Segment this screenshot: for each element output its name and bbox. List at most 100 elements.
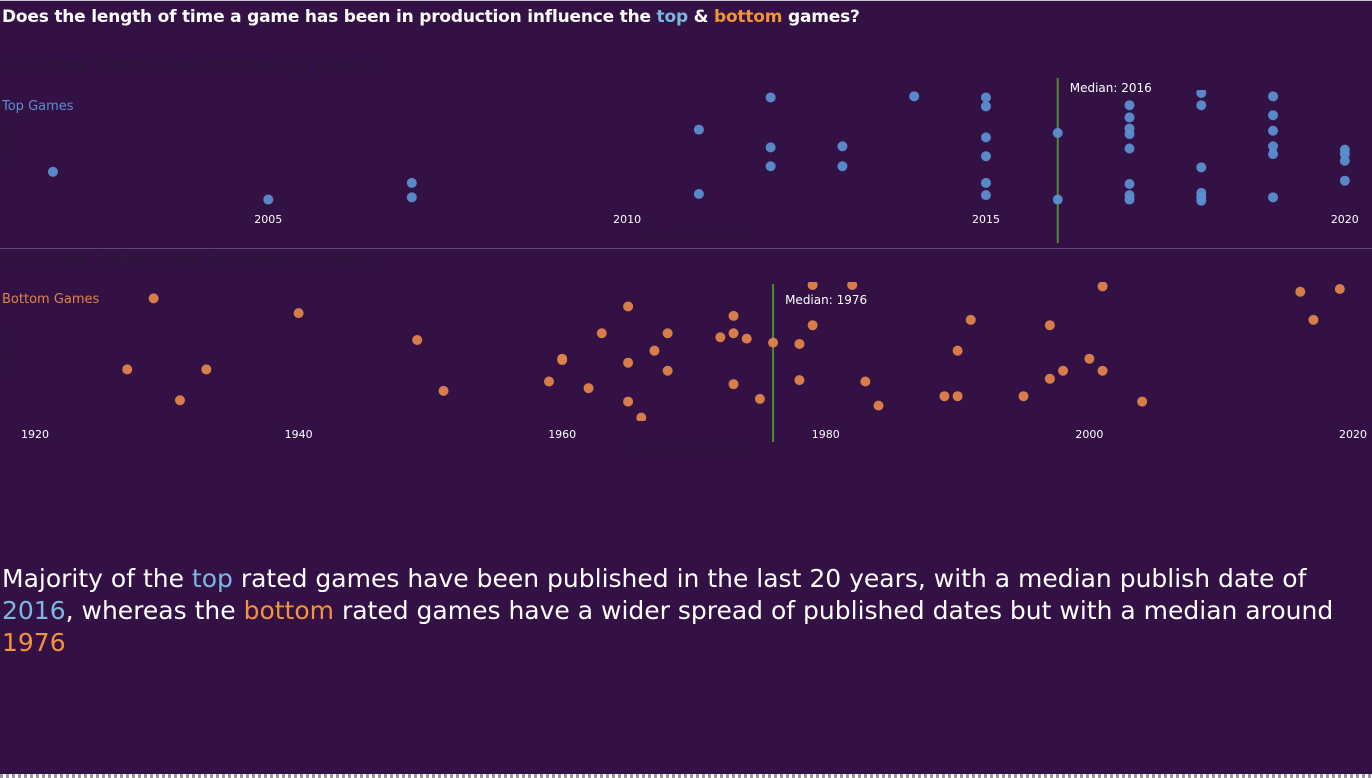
top-chart-series-label: Top Games	[2, 99, 74, 114]
data-point	[1268, 125, 1279, 136]
data-point	[1058, 365, 1069, 376]
data-point	[794, 338, 805, 349]
data-point	[847, 282, 858, 290]
data-point	[406, 192, 417, 203]
data-point	[1018, 391, 1029, 402]
top-chart-x-axis-title: Sum of Year Published	[640, 230, 751, 241]
data-point	[980, 101, 991, 112]
chart-divider	[0, 248, 1372, 249]
data-point	[1124, 100, 1135, 111]
top-games-scatter: 2005 2010 2015 2020 Median: 2016	[47, 78, 1359, 243]
data-point	[557, 355, 568, 366]
data-point	[952, 391, 963, 402]
bottom-chart-visual-title: Sum of Year Published and First Name by …	[2, 251, 373, 269]
data-point	[1339, 155, 1350, 166]
data-point	[1339, 175, 1350, 186]
data-point	[263, 194, 274, 205]
data-point	[1124, 194, 1135, 205]
data-point	[1124, 129, 1135, 140]
median-label: Median: 1976	[785, 293, 867, 307]
data-point	[1052, 194, 1063, 205]
bottom-chart-x-axis-title: Sum of Year Published	[636, 446, 747, 457]
data-point	[1268, 192, 1279, 203]
data-point	[1308, 314, 1319, 325]
x-tick-label: 2005	[254, 213, 282, 226]
top-border	[0, 0, 1372, 1]
title-text-end: games?	[782, 7, 860, 27]
data-point	[649, 345, 660, 356]
data-point	[406, 177, 417, 188]
x-tick-label: 1940	[285, 428, 313, 441]
data-point	[438, 385, 449, 396]
data-point	[765, 161, 776, 172]
data-point	[1137, 396, 1148, 407]
data-point	[623, 301, 634, 312]
data-point	[980, 92, 991, 103]
data-point	[662, 365, 673, 376]
bottom-games-scatter: 1920 1940 1960 1980 2000 2020 Median: 1976	[21, 282, 1367, 442]
x-tick-label: 1960	[548, 428, 576, 441]
data-point	[1196, 195, 1207, 206]
title-top-word: top	[656, 7, 689, 27]
x-tick-label: 2020	[1331, 213, 1359, 226]
bottom-chart-series-label: Bottom Games	[2, 292, 100, 307]
data-point	[980, 177, 991, 188]
data-point	[293, 308, 304, 319]
data-point	[980, 190, 991, 201]
data-point	[1268, 91, 1279, 102]
x-tick-label: 2015	[972, 213, 1000, 226]
points-group	[47, 90, 1350, 206]
data-point	[1268, 110, 1279, 121]
data-point	[1268, 149, 1279, 160]
points-group	[122, 282, 1345, 421]
data-point	[1124, 112, 1135, 123]
data-point	[174, 395, 185, 406]
data-point	[412, 334, 423, 345]
x-tick-label: 1980	[812, 428, 840, 441]
data-point	[596, 328, 607, 339]
data-point	[807, 320, 818, 331]
data-point	[1196, 162, 1207, 173]
data-point	[623, 357, 634, 368]
data-point	[1196, 90, 1207, 98]
data-point	[837, 161, 848, 172]
data-point	[728, 379, 739, 390]
data-point	[837, 141, 848, 152]
data-point	[1334, 284, 1345, 295]
data-point	[1295, 286, 1306, 297]
page-title: Does the length of time a game has been …	[2, 7, 860, 27]
x-tick-label: 2020	[1339, 428, 1367, 441]
data-point	[765, 142, 776, 153]
data-point	[807, 282, 818, 290]
data-point	[768, 337, 779, 348]
summary-top-word: top	[191, 564, 233, 593]
data-point	[794, 375, 805, 386]
data-point	[1097, 365, 1108, 376]
data-point	[1196, 100, 1207, 111]
title-bottom-word: bottom	[713, 7, 783, 27]
data-point	[1044, 320, 1055, 331]
summary-bottom-median: 1976	[2, 628, 66, 657]
data-point	[693, 189, 704, 200]
data-point	[860, 376, 871, 387]
data-point	[662, 328, 673, 339]
data-point	[715, 332, 726, 343]
data-point	[728, 328, 739, 339]
summary-bottom-word: bottom	[243, 596, 334, 625]
summary-top-median: 2016	[2, 596, 66, 625]
summary-part: Majority of the	[2, 564, 192, 593]
data-point	[873, 400, 884, 411]
data-point	[980, 151, 991, 162]
x-tick-label: 1920	[21, 428, 49, 441]
summary-part: rated games have been published in the l…	[232, 564, 1307, 593]
summary-text: Majority of the top rated games have bee…	[2, 563, 1370, 659]
data-point	[636, 412, 647, 421]
data-point	[741, 333, 752, 344]
data-point	[1124, 179, 1135, 190]
title-text: Does the length of time a game has been …	[2, 7, 657, 27]
data-point	[1124, 143, 1135, 154]
top-chart-visual-title: Sum of Year Published and First Name by …	[2, 57, 373, 75]
data-point	[47, 166, 58, 177]
x-tick-label: 2000	[1075, 428, 1103, 441]
data-point	[1052, 127, 1063, 138]
